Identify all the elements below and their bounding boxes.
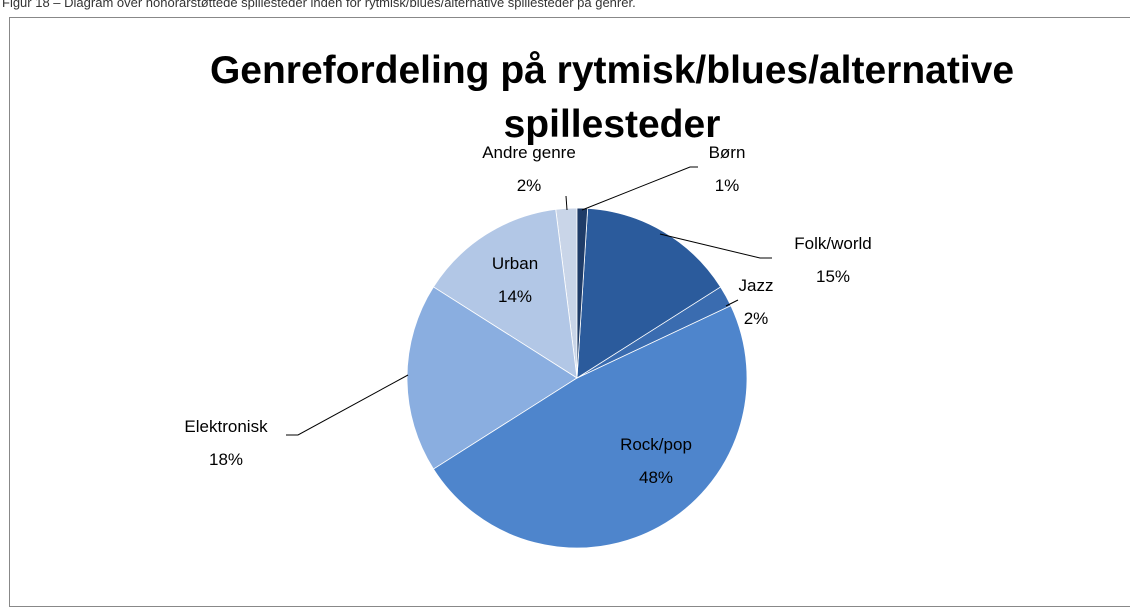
leader-line	[659, 233, 772, 259]
data-label-value: 18%	[209, 450, 243, 469]
slice-group	[576, 207, 589, 379]
data-label-value: 48%	[639, 468, 673, 487]
data-label-name: Folk/world	[794, 234, 871, 253]
pie-slice	[576, 207, 589, 379]
pie-slice	[432, 208, 578, 379]
pie-slice	[576, 207, 722, 379]
pie-slice	[406, 286, 578, 470]
slice-group	[432, 208, 578, 379]
data-label-value: 1%	[715, 176, 740, 195]
data-label-value: 14%	[498, 287, 532, 306]
leader-line	[565, 195, 568, 211]
caption: Figur 18 – Diagram over honorarstøttede …	[2, 0, 636, 10]
data-label-value: 15%	[816, 267, 850, 286]
data-label-name: Rock/pop	[620, 435, 692, 454]
slice-group	[576, 207, 722, 379]
data-label-name: Jazz	[739, 276, 774, 295]
data-label-name: Elektronisk	[184, 417, 268, 436]
pie-slice	[432, 305, 748, 549]
leader-line	[725, 299, 739, 307]
data-label-name: Urban	[492, 254, 538, 273]
chart-title: Genrefordeling på rytmisk/blues/alternat…	[209, 49, 1015, 146]
leader-line	[581, 166, 698, 211]
slice-group	[406, 286, 578, 470]
leader-lines	[286, 166, 772, 436]
data-label-value: 2%	[744, 309, 769, 328]
data-label-value: 2%	[517, 176, 542, 195]
data-label-name: Børn	[709, 143, 746, 162]
slice-group	[432, 305, 748, 549]
data-label-name: Andre genre	[482, 143, 576, 162]
leader-line	[286, 374, 409, 436]
